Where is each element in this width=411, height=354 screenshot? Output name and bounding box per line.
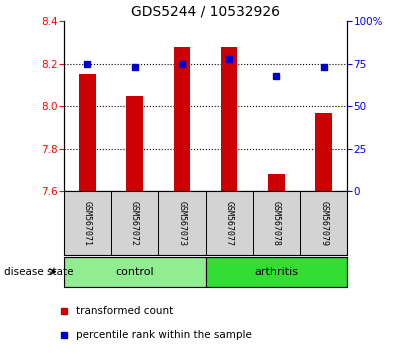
Text: GSM567072: GSM567072 <box>130 200 139 246</box>
Bar <box>221 47 238 191</box>
Text: disease state: disease state <box>4 267 74 277</box>
Bar <box>300 191 347 255</box>
Bar <box>64 257 206 287</box>
Text: transformed count: transformed count <box>76 306 173 316</box>
Text: GSM567071: GSM567071 <box>83 200 92 246</box>
Bar <box>79 74 96 191</box>
Bar <box>158 191 206 255</box>
Text: GSM567073: GSM567073 <box>178 200 186 246</box>
Title: GDS5244 / 10532926: GDS5244 / 10532926 <box>131 5 280 19</box>
Bar <box>206 191 253 255</box>
Bar <box>126 96 143 191</box>
Bar <box>111 191 158 255</box>
Text: GSM567078: GSM567078 <box>272 200 281 246</box>
Text: control: control <box>115 267 154 277</box>
Bar <box>64 191 111 255</box>
Bar <box>268 174 285 191</box>
Bar <box>173 47 190 191</box>
Bar <box>315 113 332 191</box>
Text: percentile rank within the sample: percentile rank within the sample <box>76 330 252 339</box>
Text: arthritis: arthritis <box>254 267 298 277</box>
Bar <box>253 191 300 255</box>
Text: GSM567079: GSM567079 <box>319 200 328 246</box>
Text: GSM567077: GSM567077 <box>225 200 233 246</box>
Bar <box>206 257 347 287</box>
